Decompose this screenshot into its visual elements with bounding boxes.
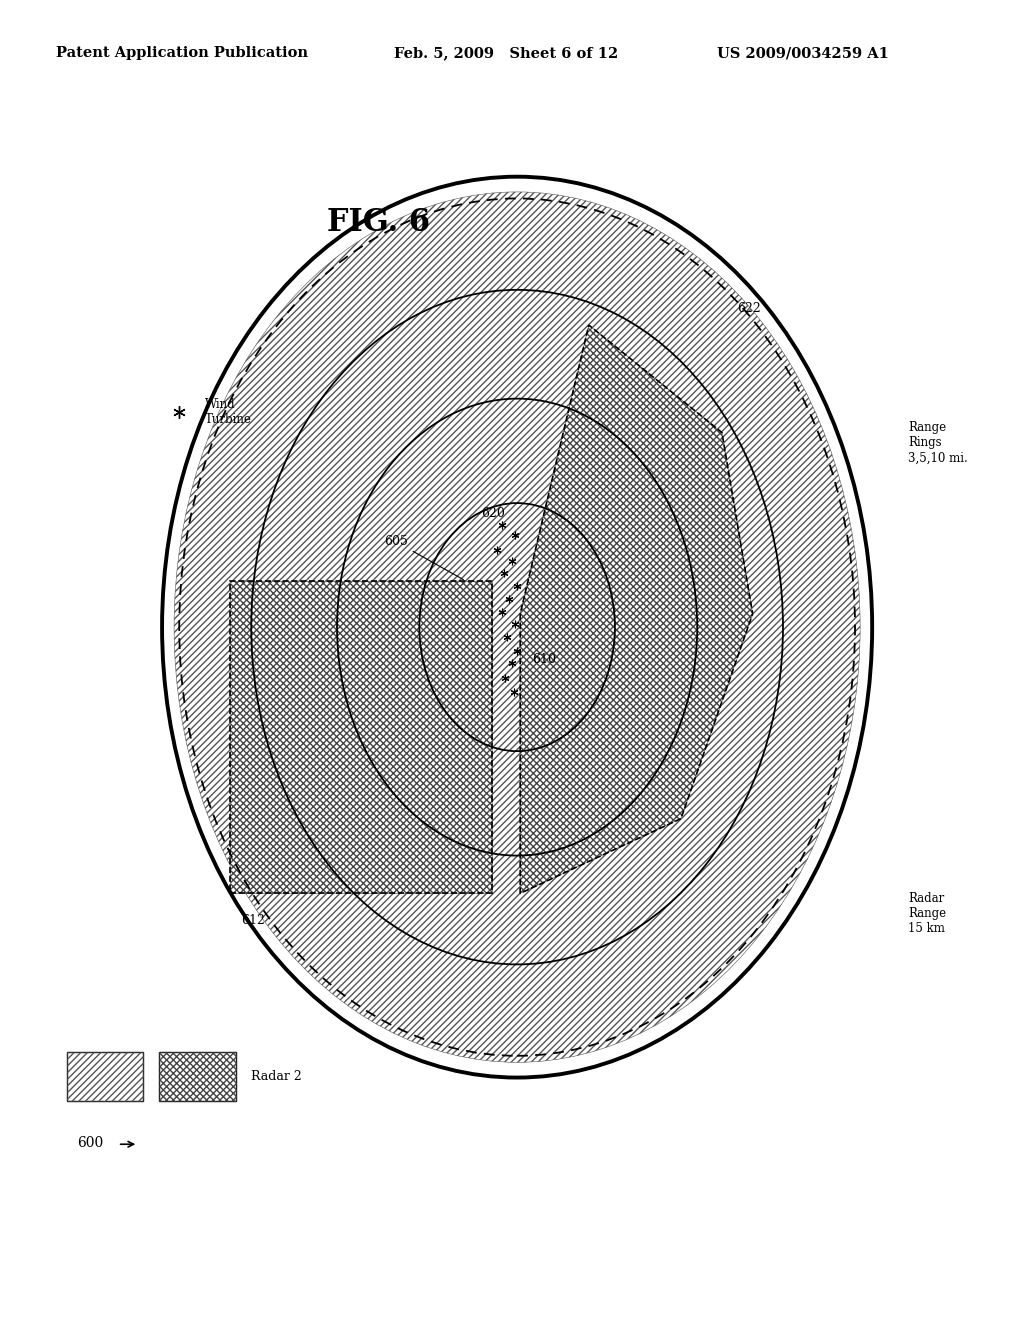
Text: 610: 610: [532, 652, 556, 665]
Ellipse shape: [162, 177, 872, 1077]
Bar: [230, 581, 492, 894]
Text: US 2009/0034259 A1: US 2009/0034259 A1: [717, 46, 889, 61]
Text: Radar 1: Radar 1: [159, 1071, 210, 1084]
Bar: [159, 1052, 236, 1101]
Text: 620: 620: [481, 507, 505, 520]
Text: Radar 2: Radar 2: [251, 1071, 302, 1084]
Polygon shape: [520, 325, 753, 894]
Text: Range
Rings
3,5,10 mi.: Range Rings 3,5,10 mi.: [908, 421, 968, 465]
Text: FIG. 6: FIG. 6: [328, 207, 430, 239]
Text: Feb. 5, 2009   Sheet 6 of 12: Feb. 5, 2009 Sheet 6 of 12: [394, 46, 618, 61]
Text: Patent Application Publication: Patent Application Publication: [56, 46, 308, 61]
Text: Wind
Turbine: Wind Turbine: [205, 399, 252, 426]
Bar: [230, 581, 492, 894]
Bar: [67, 1052, 143, 1101]
Text: 605: 605: [384, 535, 464, 579]
Bar: [67, 1052, 143, 1101]
Text: 600: 600: [77, 1137, 103, 1150]
Bar: [230, 581, 492, 894]
Bar: [159, 1052, 236, 1101]
Text: Radar
Range
15 km: Radar Range 15 km: [908, 892, 946, 936]
Text: 612: 612: [241, 913, 264, 927]
Text: 622: 622: [737, 302, 761, 314]
